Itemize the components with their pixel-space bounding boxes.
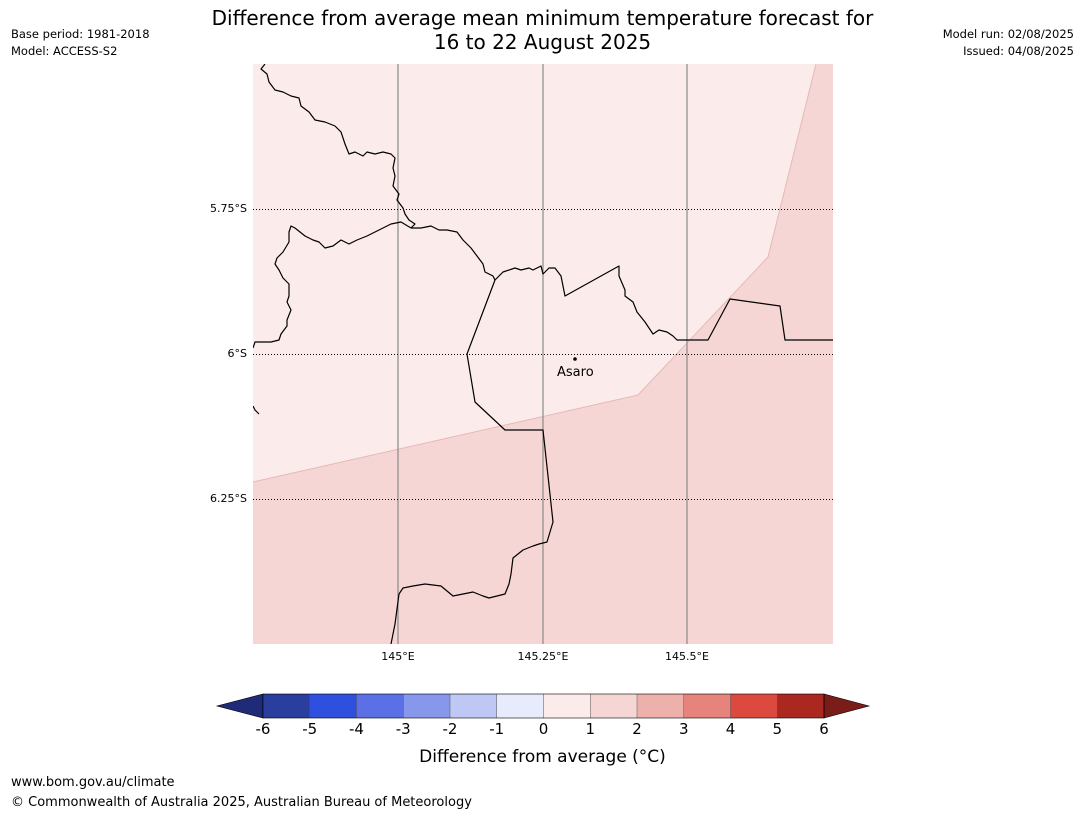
- colorbar-segment: [683, 694, 731, 718]
- boundary-west-stub: [253, 405, 260, 415]
- title-line-2: 16 to 22 August 2025: [433, 30, 652, 54]
- lat-label-6: 6°S: [227, 347, 247, 360]
- lat-label-6-25: 6.25°S: [210, 492, 247, 505]
- colorbar-tick-label: -6: [255, 720, 271, 738]
- boundary-south-west: [390, 593, 400, 644]
- colorbar-outline: [262, 693, 825, 719]
- colorbar-segment: [450, 694, 498, 718]
- colorbar-under-arrow: [215, 693, 264, 719]
- colorbar-segment: [590, 694, 638, 718]
- colorbar-tick-label: 4: [725, 720, 736, 738]
- colorbar-tick-label: -1: [489, 720, 505, 738]
- colorbar-segment: [777, 694, 825, 718]
- lon-label-145-5: 145.5°E: [665, 650, 709, 663]
- title-line-1: Difference from average mean minimum tem…: [211, 6, 874, 30]
- colorbar-over-arrow: [823, 693, 871, 719]
- colorbar-tick-label: 5: [772, 720, 783, 738]
- boundary-western: [253, 221, 412, 349]
- colorbar-segment: [403, 694, 451, 718]
- model-text: Model: ACCESS-S2: [11, 44, 118, 58]
- colorbar-segment: [730, 694, 778, 718]
- place-label-asaro: Asaro: [557, 365, 594, 380]
- colorbar-segment: [637, 694, 685, 718]
- asaro-marker: [573, 357, 577, 361]
- colorbar-label: Difference from average (°C): [419, 747, 666, 767]
- colorbar-tick-label: 6: [819, 720, 829, 738]
- issued-text: Issued: 04/08/2025: [963, 44, 1074, 58]
- footer-copyright: © Commonwealth of Australia 2025, Austra…: [11, 795, 472, 810]
- colorbar-tick-label: 1: [585, 720, 596, 738]
- colorbar-segment: [543, 694, 591, 718]
- base-period-text: Base period: 1981-2018: [11, 27, 150, 41]
- boundary-southern: [398, 279, 554, 599]
- map-title: Difference from average mean minimum tem…: [0, 6, 1085, 54]
- colorbar-segment: [356, 694, 404, 718]
- colorbar-tick-label: -4: [349, 720, 364, 738]
- colorbar-segments: [263, 694, 825, 718]
- boundary-eastern: [411, 225, 833, 341]
- map-panel: [253, 64, 833, 644]
- meta-right: Model run: 02/08/2025 Issued: 04/08/2025: [943, 26, 1074, 60]
- lon-label-145: 145°E: [381, 650, 415, 663]
- region-boundary: [253, 64, 817, 483]
- lon-label-145-25: 145.25°E: [517, 650, 569, 663]
- colorbar-tick-label: -5: [302, 720, 318, 738]
- colorbar-tick-label: 0: [538, 720, 549, 738]
- boundary-northern: [260, 64, 416, 229]
- model-run-text: Model run: 02/08/2025: [942, 27, 1074, 41]
- meta-left: Base period: 1981-2018 Model: ACCESS-S2: [11, 26, 150, 60]
- footer-url: www.bom.gov.au/climate: [11, 775, 175, 790]
- colorbar-tick-label: 2: [632, 720, 642, 738]
- colorbar-segment: [263, 694, 311, 718]
- colorbar-segment: [309, 694, 357, 718]
- colorbar-tick-label: 3: [678, 720, 689, 738]
- colorbar-segment: [496, 694, 544, 718]
- colorbar-tick-label: -2: [442, 720, 458, 738]
- lat-label-5-75: 5.75°S: [210, 202, 247, 215]
- colorbar-tick-label: -3: [395, 720, 411, 738]
- colorbar: [215, 693, 871, 719]
